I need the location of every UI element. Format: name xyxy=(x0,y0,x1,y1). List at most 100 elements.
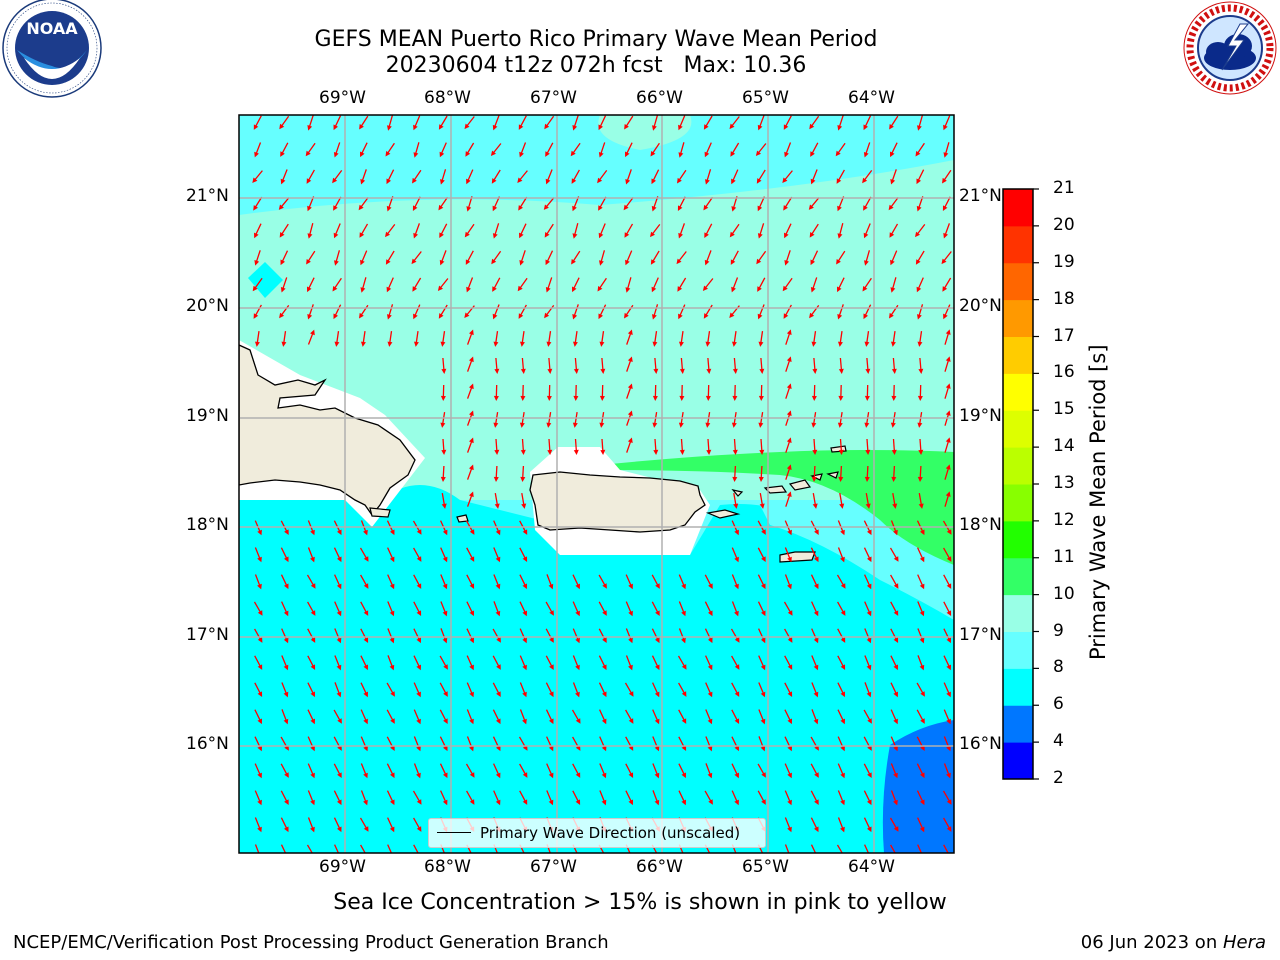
footer-host: Hera xyxy=(1222,932,1266,953)
wave-arrow-head xyxy=(840,529,845,536)
wave-arrow-head xyxy=(627,356,633,362)
wave-arrow-head xyxy=(413,313,418,320)
wave-arrow-head xyxy=(439,259,445,266)
wave-arrow-head xyxy=(760,691,766,698)
wave-arrow-head xyxy=(493,476,499,482)
wave-arrow-head xyxy=(837,205,842,212)
wave-arrow xyxy=(306,844,313,853)
wave-arrow-head xyxy=(862,286,868,292)
wave-arrow-head xyxy=(652,395,658,401)
wave-arrow-head xyxy=(283,610,289,617)
wave-arrow-head xyxy=(813,664,819,671)
wave-arrow-head xyxy=(334,260,339,266)
wave-arrow-head xyxy=(758,476,764,482)
wave-arrow-head xyxy=(811,476,817,482)
wave-arrow-head xyxy=(257,583,262,590)
wave-arrow-head xyxy=(519,260,525,266)
wave-arrow-head xyxy=(920,745,925,751)
legend-line-icon xyxy=(437,832,471,833)
wave-arrow-head xyxy=(573,395,579,401)
wave-arrow-head xyxy=(257,718,262,725)
wave-arrow-head xyxy=(387,314,392,320)
wave-arrow-head xyxy=(787,772,792,779)
wave-arrow-head xyxy=(734,745,739,752)
wave-arrow-head xyxy=(306,259,311,265)
wave-arrow-head xyxy=(946,718,951,725)
wave-arrow-head xyxy=(442,610,448,617)
wave-arrow-head xyxy=(916,178,921,185)
wave-arrow-head xyxy=(681,664,687,670)
wave-arrow-head xyxy=(731,286,736,293)
wave-arrow-head xyxy=(890,151,895,158)
wave-arrow-head xyxy=(651,205,657,212)
lat-label-left-18n: 18°N xyxy=(186,515,229,535)
wave-arrow-head xyxy=(679,341,684,347)
wave-arrow-head xyxy=(864,476,870,482)
colorbar-segment xyxy=(1003,742,1033,780)
wave-arrow-head xyxy=(787,637,793,643)
wave-arrow-head xyxy=(730,259,736,265)
lat-label-right-16n: 16°N xyxy=(959,734,1002,754)
wave-arrow-head xyxy=(945,329,951,335)
wave-arrow-head xyxy=(417,853,422,859)
wave-arrow xyxy=(387,844,393,853)
wave-arrow-head xyxy=(863,124,868,131)
wave-arrow-head xyxy=(440,422,446,428)
wave-arrow-head xyxy=(491,178,497,184)
colorbar-tick-label: 19 xyxy=(1053,251,1075,272)
wave-arrow-head xyxy=(890,422,896,428)
wave-arrow-head xyxy=(413,232,418,239)
wave-arrow-head xyxy=(522,718,527,725)
wave-arrow-head xyxy=(681,745,687,751)
wave-arrow-head xyxy=(891,449,897,455)
wave-arrow-head xyxy=(575,718,581,724)
wave-arrow-head xyxy=(756,178,762,184)
wave-arrow-head xyxy=(889,232,895,238)
wave-arrow-head xyxy=(252,177,258,183)
wave-arrow-head xyxy=(811,341,817,347)
wave-arrow-head xyxy=(390,529,395,536)
wave-arrow-head xyxy=(412,205,418,211)
wave-arrow-head xyxy=(651,178,656,185)
wave-arrow-head xyxy=(707,772,713,779)
wave-arrow-head xyxy=(809,232,815,238)
wave-arrow-head xyxy=(441,449,447,455)
wave-arrow-head xyxy=(890,179,896,185)
wave-arrow-head xyxy=(783,313,789,319)
wave-arrow-head xyxy=(867,529,872,536)
wave-arrow-head xyxy=(495,610,501,617)
wave-arrow-head xyxy=(284,826,289,833)
wave-arrow-head xyxy=(863,205,868,211)
wave-arrow-head xyxy=(864,395,870,401)
wave-arrow-head xyxy=(257,529,262,536)
wave-arrow-head xyxy=(465,151,471,157)
wave-arrow-head xyxy=(918,449,924,455)
wave-arrow xyxy=(254,844,260,853)
wave-arrow-head xyxy=(760,745,766,752)
colorbar-segment xyxy=(1003,447,1033,485)
wave-arrow-head xyxy=(787,745,792,752)
wave-arrow-head xyxy=(840,799,845,806)
wave-arrow-head xyxy=(358,204,364,211)
wave-arrow-head xyxy=(681,772,686,779)
wave-arrow-head xyxy=(496,854,501,860)
wave-arrow-head xyxy=(517,285,523,292)
wave-arrow-head xyxy=(385,151,391,157)
wave-arrow-head xyxy=(734,610,739,617)
mona-island xyxy=(456,514,469,523)
wave-arrow-head xyxy=(469,437,474,444)
wave-arrow-head xyxy=(252,285,258,292)
colorbar-tick-label: 16 xyxy=(1053,362,1075,383)
wave-arrow-head xyxy=(414,341,419,347)
wave-arrow-head xyxy=(254,151,259,158)
wave-arrow-head xyxy=(549,718,554,725)
wave-arrow-head xyxy=(257,691,263,697)
colorbar-tick-label: 14 xyxy=(1053,436,1075,457)
colorbar-tick-label: 20 xyxy=(1053,214,1075,235)
wave-arrow-head xyxy=(253,205,258,211)
wave-arrow-head xyxy=(257,772,262,779)
wave-arrow-head xyxy=(389,664,395,671)
wave-arrow-head xyxy=(390,745,395,751)
wave-arrow-head xyxy=(363,637,369,643)
